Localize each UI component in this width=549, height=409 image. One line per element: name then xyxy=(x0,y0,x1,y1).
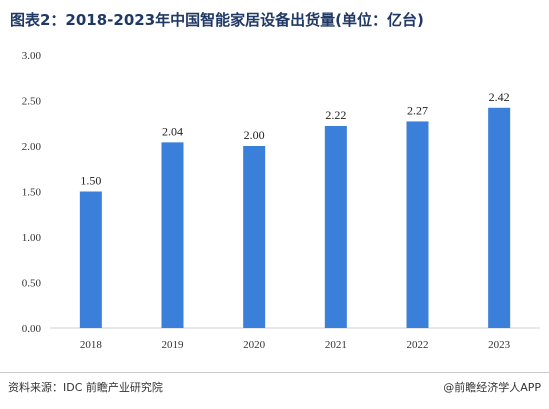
value-labels: 1.50 2.04 2.00 2.22 2.27 2.42 xyxy=(80,90,509,188)
x-tick-label: 2021 xyxy=(325,339,347,351)
bar-series xyxy=(79,107,511,329)
chart-title: 图表2：2018-2023年中国智能家居设备出货量(单位：亿台) xyxy=(10,11,424,29)
source-note: 资料来源：IDC 前瞻产业研究院 xyxy=(8,381,163,394)
footer-divider xyxy=(0,372,549,373)
data-label: 1.50 xyxy=(80,174,101,188)
x-axis: 2018 2019 2020 2021 2022 2023 xyxy=(50,327,540,351)
x-tick-label: 2018 xyxy=(80,339,103,351)
bar xyxy=(243,146,266,328)
bar xyxy=(406,121,429,329)
x-tick-label: 2020 xyxy=(243,339,266,351)
data-label: 2.00 xyxy=(244,128,265,142)
bar-chart: 0.00 0.50 1.00 1.50 2.00 2.50 3.00 2018 2019 202… xyxy=(22,50,540,351)
data-label: 2.42 xyxy=(489,90,510,104)
y-axis: 0.00 0.50 1.00 1.50 2.00 2.50 3.00 xyxy=(22,50,42,335)
brand-credit: @前瞻经济学人APP xyxy=(443,381,541,394)
bar xyxy=(161,142,184,328)
y-tick-label: 0.50 xyxy=(22,278,42,290)
y-tick-label: 2.50 xyxy=(22,96,42,108)
data-label: 2.04 xyxy=(162,124,183,138)
x-tick-label: 2022 xyxy=(407,339,429,351)
x-tick-label: 2019 xyxy=(162,339,185,351)
bar xyxy=(79,191,102,328)
data-label: 2.27 xyxy=(407,103,428,117)
y-tick-label: 1.00 xyxy=(22,232,42,244)
bar xyxy=(324,125,347,328)
y-tick-label: 1.50 xyxy=(22,187,42,199)
y-tick-label: 2.00 xyxy=(22,141,42,153)
x-tick-label: 2023 xyxy=(488,339,511,351)
y-tick-label: 3.00 xyxy=(22,50,42,62)
y-tick-label: 0.00 xyxy=(22,323,42,335)
data-label: 2.22 xyxy=(325,108,346,122)
bar xyxy=(488,107,511,328)
